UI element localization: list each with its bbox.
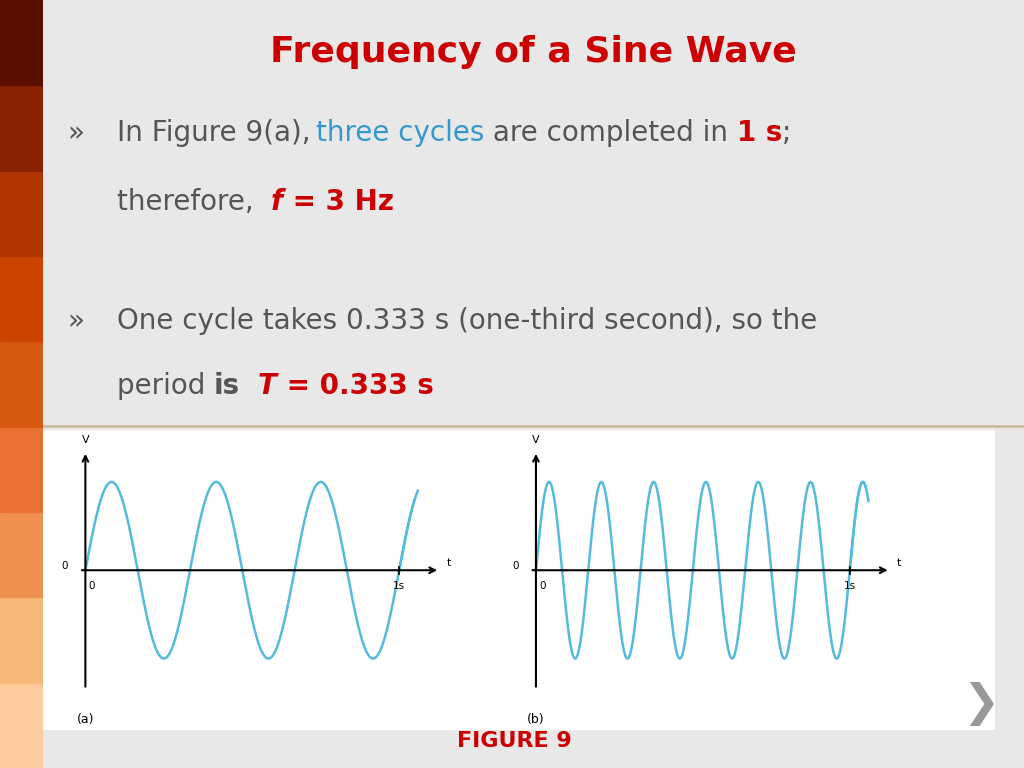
Text: three cycles: three cycles [315, 119, 484, 147]
Text: 1s: 1s [393, 581, 406, 591]
Bar [0, 341, 43, 427]
Text: T: T [258, 372, 276, 400]
Text: 0: 0 [88, 581, 95, 591]
Text: One cycle takes 0.333 s (one-third second), so the: One cycle takes 0.333 s (one-third secon… [117, 307, 817, 335]
Bar [0, 170, 43, 256]
Text: V: V [532, 435, 540, 445]
Text: therefore,: therefore, [117, 188, 271, 216]
Text: »: » [68, 307, 85, 335]
Bar [0, 0, 43, 85]
Text: FIGURE 9: FIGURE 9 [457, 731, 571, 751]
Text: = 3 Hz: = 3 Hz [284, 188, 394, 216]
Text: t: t [897, 558, 901, 568]
Text: (b): (b) [527, 713, 545, 727]
Text: Frequency of a Sine Wave: Frequency of a Sine Wave [270, 35, 797, 68]
Bar [0, 512, 43, 598]
Text: (a): (a) [77, 713, 94, 727]
FancyBboxPatch shape [43, 430, 994, 730]
Text: period: period [117, 372, 214, 400]
Text: 1s: 1s [844, 581, 856, 591]
Text: In Figure 9(a),: In Figure 9(a), [117, 119, 315, 147]
Text: are completed in: are completed in [484, 119, 737, 147]
Text: ❯: ❯ [963, 682, 999, 726]
Bar [0, 85, 43, 170]
Text: = 0.333 s: = 0.333 s [276, 372, 433, 400]
Bar [0, 598, 43, 683]
Text: V: V [82, 435, 89, 445]
Bar [0, 683, 43, 768]
Text: t: t [446, 558, 451, 568]
Text: 0: 0 [539, 581, 546, 591]
Bar [0, 427, 43, 512]
Text: »: » [68, 119, 85, 147]
Text: ;: ; [782, 119, 792, 147]
Text: 1 s: 1 s [737, 119, 782, 147]
Text: 0: 0 [512, 561, 519, 571]
Text: 0: 0 [61, 561, 69, 571]
Text: f: f [271, 188, 284, 216]
Bar [0, 256, 43, 341]
Text: is: is [214, 372, 240, 400]
